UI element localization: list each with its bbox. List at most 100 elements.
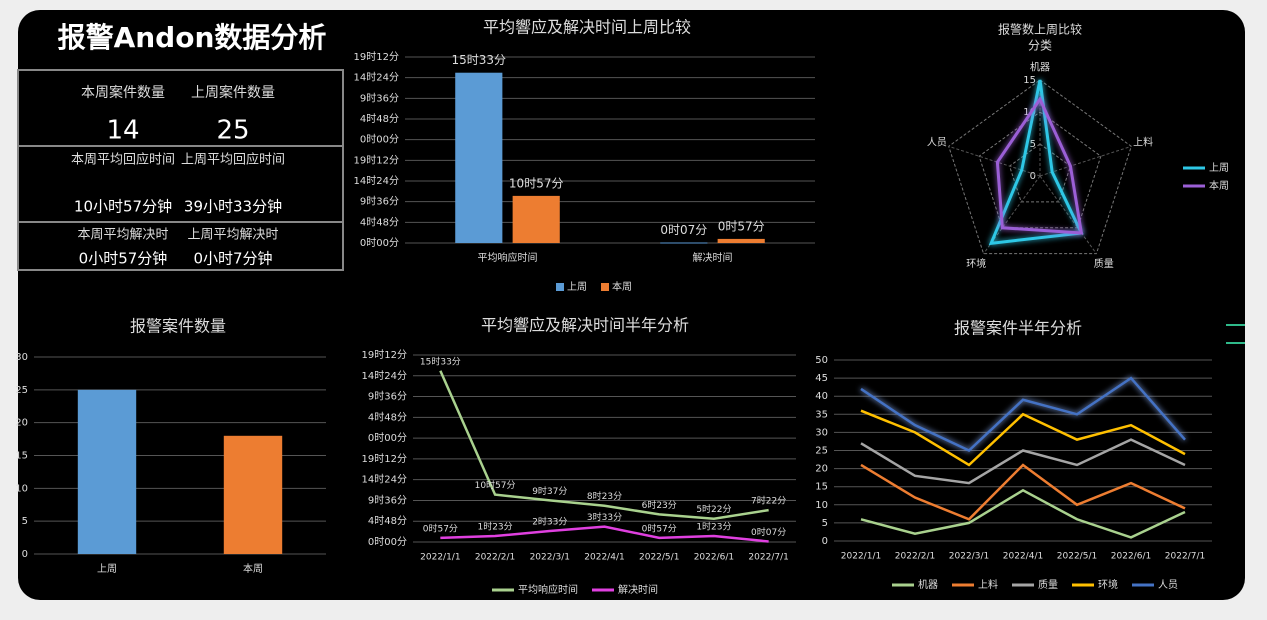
table-cell: 上周平均回应时间 — [181, 152, 285, 168]
legend-label: 机器 — [918, 578, 938, 591]
chart-title: 报警案件数量 — [130, 317, 226, 336]
grid-ring — [1008, 143, 1072, 203]
value-label: 0时57分 — [423, 522, 458, 534]
legend-swatch — [556, 283, 564, 291]
line-series — [860, 376, 1186, 452]
x-tick-label: 2022/4/1 — [584, 553, 624, 563]
y-tick-label: 35 — [815, 409, 828, 420]
spoke — [1039, 175, 1097, 254]
value-label: 7时22分 — [751, 495, 786, 507]
x-tick-label: 2022/1/1 — [841, 552, 881, 562]
r-tick-label: 0 — [1030, 171, 1036, 182]
category-label: 人员 — [927, 136, 947, 148]
table-cell: 0小时57分钟 — [79, 250, 168, 268]
grid-ring — [948, 79, 1132, 255]
line-series — [860, 463, 1186, 521]
table-cell: 本周平均回应时间 — [71, 152, 175, 168]
x-tick-label: 平均响应时间 — [478, 251, 538, 264]
x-tick-label: 本周 — [243, 562, 263, 575]
bar — [512, 195, 560, 243]
x-tick-label: 2022/7/1 — [1165, 552, 1205, 562]
category-label: 质量 — [1094, 258, 1114, 270]
y-tick-label: 5 — [22, 516, 28, 527]
table-border — [17, 69, 344, 271]
x-tick-label: 2022/2/1 — [895, 552, 935, 562]
y-tick-label: 40 — [815, 391, 828, 402]
table-cell: 上周案件数量 — [191, 84, 275, 101]
table-cell: 本周平均解决时 — [77, 228, 168, 243]
y-tick-label: 15 — [815, 482, 828, 493]
grid-ring — [978, 111, 1102, 229]
panel — [18, 10, 1245, 600]
y-tick-label: 4时48分 — [368, 411, 407, 423]
y-tick-label: 9时36分 — [368, 391, 407, 403]
value-label: 6时23分 — [642, 499, 677, 511]
spoke — [948, 145, 1041, 177]
line-series — [860, 488, 1186, 539]
value-label: 10时57分 — [509, 176, 564, 190]
table-cell: 39小时33分钟 — [184, 198, 282, 216]
legend-label: 解决时间 — [618, 583, 658, 596]
bar — [660, 242, 708, 244]
summary-table: 本周案件数量 上周案件数量 14 25 本周平均回应时间 上周平均回应时间 10… — [17, 69, 344, 271]
x-tick-label: 解决时间 — [693, 251, 733, 264]
x-tick-label: 2022/5/1 — [1057, 552, 1097, 562]
y-tick-label: 25 — [15, 385, 28, 396]
legend-label: 质量 — [1038, 579, 1058, 591]
y-tick-label: 4时48分 — [368, 515, 407, 527]
y-tick-label: 15 — [15, 451, 28, 462]
table-cell: 0小时7分钟 — [193, 250, 272, 268]
x-tick-label: 2022/5/1 — [639, 553, 679, 563]
y-tick-label: 0时00分 — [360, 237, 399, 249]
x-tick-label: 2022/4/1 — [1003, 552, 1043, 562]
value-label: 2时33分 — [532, 515, 567, 527]
bar — [223, 435, 283, 554]
y-tick-label: 30 — [815, 427, 828, 438]
y-tick-label: 19时12分 — [362, 349, 407, 361]
legend-label: 上周 — [567, 281, 587, 293]
y-tick-label: 14时24分 — [354, 175, 399, 187]
x-tick-label: 2022/3/1 — [530, 553, 570, 563]
y-tick-label: 19时12分 — [354, 154, 399, 166]
value-label: 1时23分 — [696, 521, 731, 533]
value-label: 15时33分 — [452, 53, 507, 67]
table-cell: 本周案件数量 — [81, 84, 165, 101]
y-tick-label: 9时36分 — [360, 196, 399, 208]
value-label: 5时22分 — [696, 503, 731, 515]
value-label: 0时07分 — [751, 526, 786, 538]
table-cell: 10小时57分钟 — [74, 198, 172, 216]
table-cell: 14 — [106, 116, 139, 146]
category-label: 环境 — [966, 257, 986, 270]
legend-label: 本周 — [1209, 179, 1229, 192]
y-tick-label: 19时12分 — [362, 453, 407, 465]
line-series — [860, 409, 1186, 467]
chart-title: 报警数上周比较 — [998, 22, 1082, 37]
y-tick-label: 25 — [815, 446, 828, 457]
page-title: 报警Andon数据分析 — [58, 21, 327, 54]
line-series — [440, 525, 769, 543]
y-tick-label: 0时00分 — [368, 432, 407, 444]
value-label: 15时33分 — [420, 355, 461, 367]
x-tick-label: 2022/3/1 — [949, 552, 989, 562]
y-tick-label: 10 — [15, 483, 28, 494]
table-cell: 25 — [216, 116, 249, 146]
legend-label: 人员 — [1158, 579, 1178, 591]
x-tick-label: 2022/6/1 — [1111, 552, 1151, 562]
spoke — [1039, 145, 1132, 177]
bar — [77, 389, 137, 554]
y-tick-label: 0 — [22, 549, 28, 560]
y-tick-label: 0时00分 — [360, 134, 399, 146]
x-tick-label: 2022/7/1 — [748, 553, 788, 563]
value-label: 0时57分 — [642, 522, 677, 534]
value-label: 8时23分 — [587, 490, 622, 502]
legend-label: 平均响应时间 — [518, 583, 578, 596]
y-tick-label: 14时24分 — [362, 474, 407, 486]
category-label: 机器 — [1030, 61, 1050, 74]
line-series — [860, 438, 1186, 485]
r-tick-label: 5 — [1030, 139, 1036, 150]
y-tick-label: 19时12分 — [354, 51, 399, 63]
value-label: 10时57分 — [475, 479, 516, 491]
y-tick-label: 30 — [15, 352, 28, 363]
y-tick-label: 0 — [822, 536, 828, 547]
